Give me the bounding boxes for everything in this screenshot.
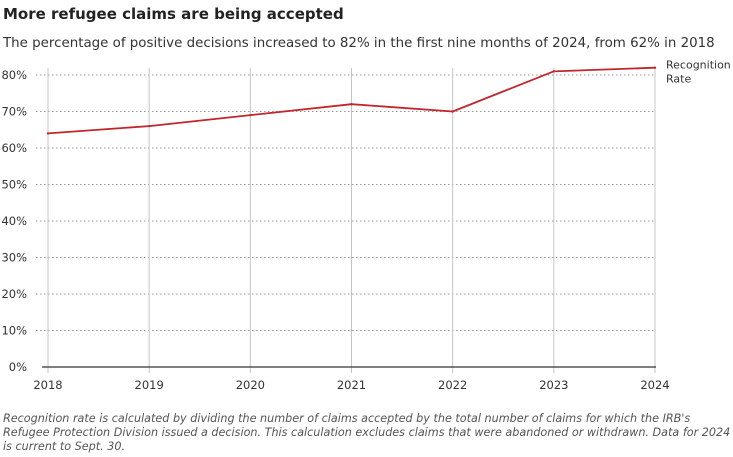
- chart-subtitle: The percentage of positive decisions inc…: [3, 36, 715, 51]
- series-label: Recognition Rate: [666, 59, 731, 86]
- y-tick-label: 10%: [1, 324, 27, 338]
- data-point: [552, 70, 556, 73]
- data-point: [147, 124, 151, 128]
- x-tick-label: 2023: [539, 378, 568, 392]
- x-tick-label: 2024: [640, 378, 669, 392]
- x-tick-label: 2019: [135, 378, 164, 392]
- line-chart: 0% 10% 20% 30% 40% 50% 60% 70% 80% 2018 2019 2020 2…: [1, 59, 731, 392]
- y-tick-label: 80%: [1, 68, 27, 82]
- y-tick-label: 50%: [1, 178, 27, 192]
- chart-footnote: Recognition rate is calculated by dividi…: [3, 412, 731, 453]
- y-tick-label: 40%: [1, 214, 27, 228]
- x-tick-label: 2020: [236, 378, 265, 392]
- data-point: [249, 113, 252, 117]
- data-point: [350, 103, 353, 106]
- data-point: [451, 110, 454, 113]
- data-point: [653, 66, 657, 69]
- x-tick-label: 2022: [438, 378, 467, 392]
- x-tick-label: 2021: [337, 378, 366, 392]
- data-point: [46, 132, 50, 135]
- y-tick-label: 30%: [1, 251, 27, 265]
- y-tick-label: 20%: [1, 287, 27, 301]
- x-tick-label: 2018: [33, 378, 62, 392]
- y-tick-label: 70%: [1, 105, 27, 119]
- y-tick-label: 60%: [1, 141, 27, 155]
- y-tick-label: 0%: [9, 360, 27, 374]
- chart-title: More refugee claims are being accepted: [3, 5, 344, 23]
